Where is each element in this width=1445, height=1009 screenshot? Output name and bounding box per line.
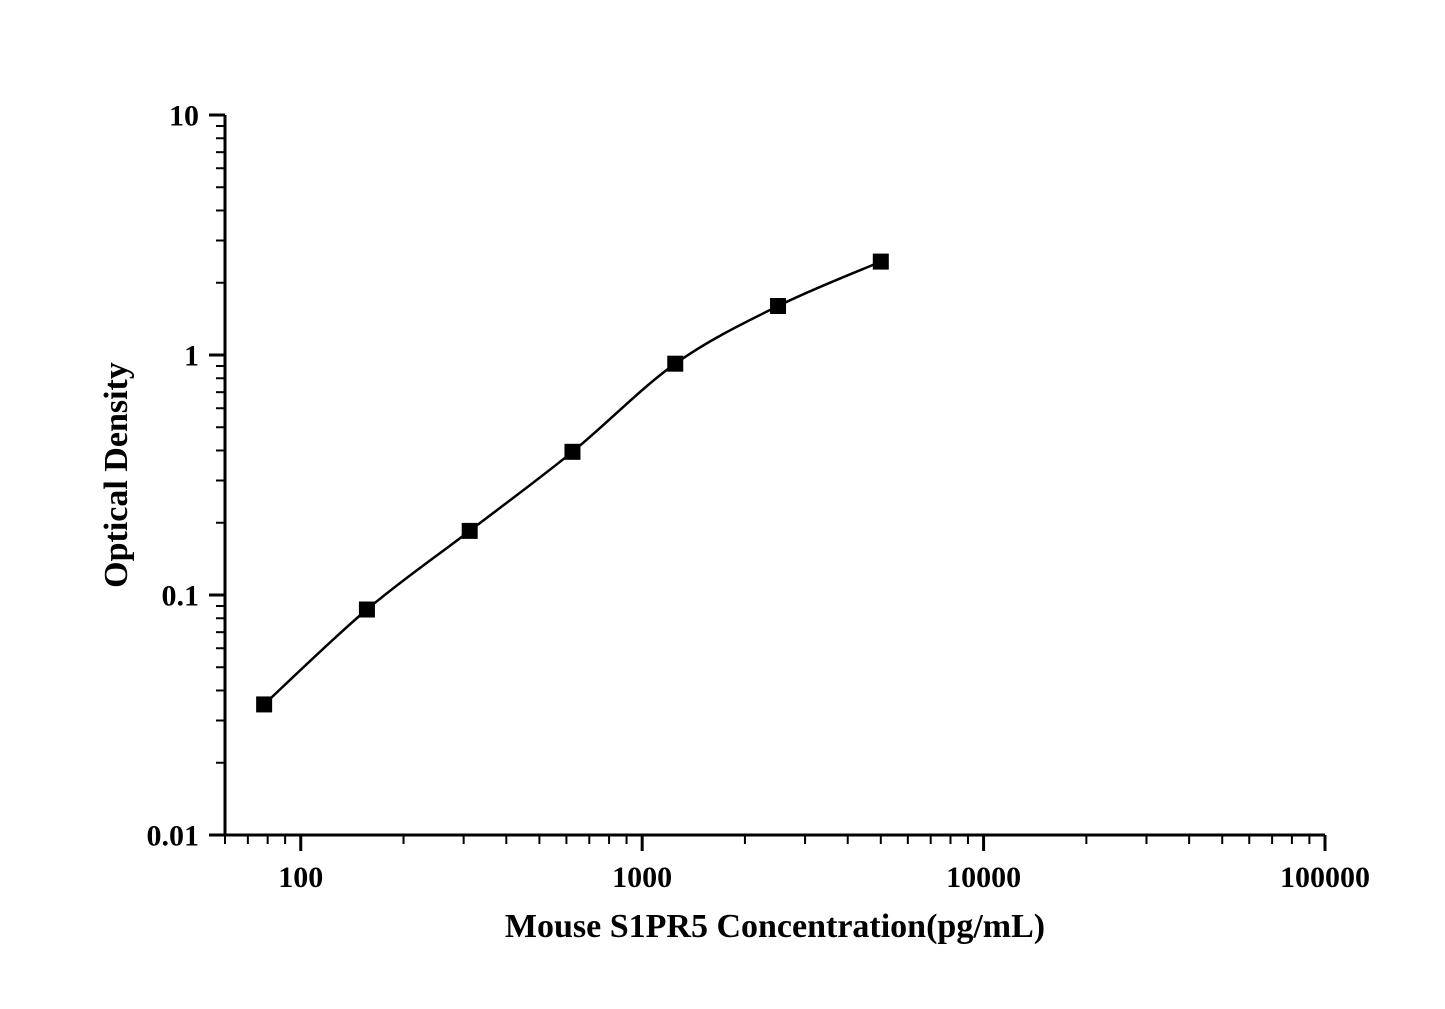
data-point-marker: [564, 444, 580, 460]
chart-container: 100 1000 10000 100000 0.01 0.1 1 10 Mouse S1PR5 …: [0, 0, 1445, 1009]
x-axis-label: Mouse S1PR5 Concentration(pg/mL): [505, 908, 1045, 945]
data-point-marker: [770, 298, 786, 314]
data-point-marker: [667, 356, 683, 372]
y-axis-label: Optical Density: [98, 362, 135, 588]
data-point-marker: [873, 254, 889, 270]
chart-svg: 100 1000 10000 100000 0.01 0.1 1 10 Mouse S1PR5 …: [0, 0, 1445, 1009]
x-tick-label: 100: [278, 861, 323, 894]
y-tick-label: 1: [184, 340, 199, 373]
y-tick-label: 10: [169, 100, 199, 133]
y-tick-label: 0.01: [147, 820, 200, 853]
data-point-marker: [462, 523, 478, 539]
data-point-marker: [256, 696, 272, 712]
data-point-marker: [359, 602, 375, 618]
y-tick-label: 0.1: [162, 580, 200, 613]
x-tick-label: 10000: [946, 861, 1021, 894]
x-tick-label: 1000: [612, 861, 672, 894]
x-tick-label: 100000: [1280, 861, 1370, 894]
